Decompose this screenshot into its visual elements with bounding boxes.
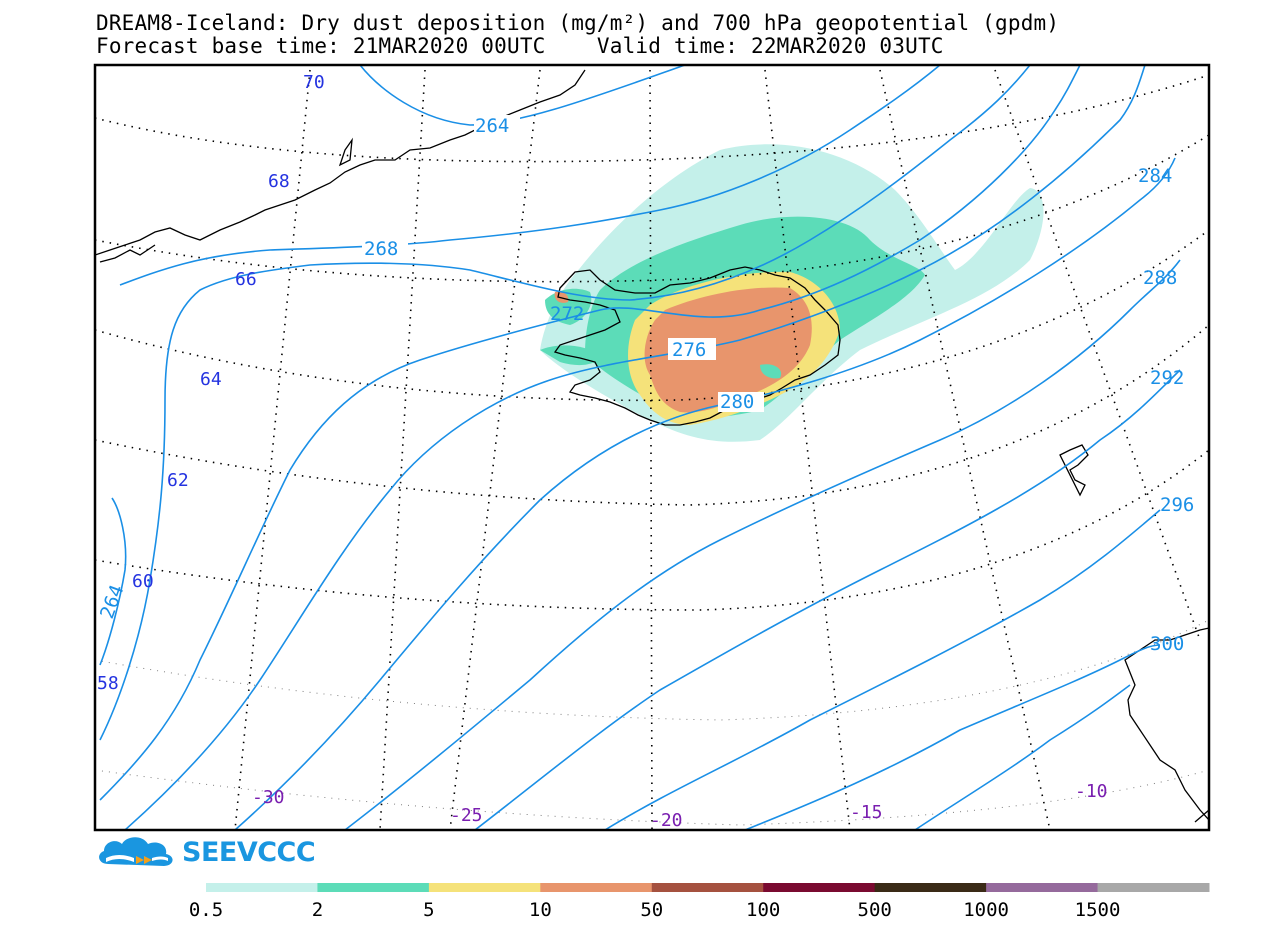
contour-label-264-west: 264 xyxy=(96,582,128,622)
geopotential-contours xyxy=(99,65,1181,830)
lat-label-58: 58 xyxy=(97,673,119,694)
lon-label-minus10: -10 xyxy=(1075,781,1108,802)
dust-deposition-shading xyxy=(540,144,1044,442)
legend-label-4: 50 xyxy=(640,899,663,921)
contour-label-264: 264 xyxy=(475,115,509,137)
color-legend: 0.5 2 5 10 50 100 500 1000 1500 xyxy=(189,883,1210,921)
legend-label-1: 2 xyxy=(312,899,323,921)
contour-label-284: 284 xyxy=(1138,165,1172,187)
lon-label-minus30: -30 xyxy=(252,787,285,808)
contour-label-296: 296 xyxy=(1160,494,1194,516)
lat-label-66: 66 xyxy=(235,269,257,290)
contour-label-268: 268 xyxy=(364,238,398,260)
legend-swatch-7 xyxy=(986,883,1099,892)
map-frame xyxy=(93,63,1211,832)
latitude-labels: 70 68 66 64 62 60 58 xyxy=(97,72,325,694)
legend-swatch-6 xyxy=(874,883,987,892)
contour-label-276: 276 xyxy=(672,339,706,361)
contour-label-292: 292 xyxy=(1150,367,1184,389)
lon-label-minus25: -25 xyxy=(450,805,483,826)
contour-label-300: 300 xyxy=(1150,633,1184,655)
lat-label-68: 68 xyxy=(268,171,290,192)
legend-label-0: 0.5 xyxy=(189,899,223,921)
legend-swatch-5 xyxy=(763,883,876,892)
legend-swatch-4 xyxy=(651,883,764,892)
cloud-icon xyxy=(99,837,173,866)
seevccc-logo: SEEVCCC xyxy=(94,834,316,870)
lat-label-62: 62 xyxy=(167,470,189,491)
lat-label-60: 60 xyxy=(132,571,154,592)
legend-swatch-2 xyxy=(428,883,541,892)
lat-label-70: 70 xyxy=(303,72,325,93)
contour-label-272: 272 xyxy=(550,303,584,325)
longitude-labels: -30 -25 -20 -15 -10 xyxy=(252,781,1108,831)
legend-label-8: 1500 xyxy=(1075,899,1121,921)
legend-label-3: 10 xyxy=(529,899,552,921)
logo-text: SEEVCCC xyxy=(182,836,316,868)
contour-label-280: 280 xyxy=(720,391,754,413)
map-title-line1: DREAM8-Iceland: Dry dust deposition (mg/… xyxy=(96,11,1060,35)
contour-label-288: 288 xyxy=(1143,267,1177,289)
lat-label-64: 64 xyxy=(200,369,222,390)
lon-label-minus20: -20 xyxy=(650,810,683,831)
legend-label-7: 1000 xyxy=(963,899,1009,921)
longitude-gridlines xyxy=(234,69,1201,830)
legend-label-2: 5 xyxy=(423,899,434,921)
legend-swatch-1 xyxy=(317,883,430,892)
map-title-line2: Forecast base time: 21MAR2020 00UTC Vali… xyxy=(96,34,944,58)
lon-label-minus15: -15 xyxy=(850,802,883,823)
coastlines xyxy=(95,69,1209,823)
latitude-gridlines xyxy=(95,74,1209,611)
legend-swatch-3 xyxy=(540,883,653,892)
legend-swatch-0 xyxy=(206,883,318,892)
legend-swatch-8 xyxy=(1097,883,1210,892)
legend-label-6: 500 xyxy=(858,899,892,921)
legend-label-5: 100 xyxy=(746,899,780,921)
